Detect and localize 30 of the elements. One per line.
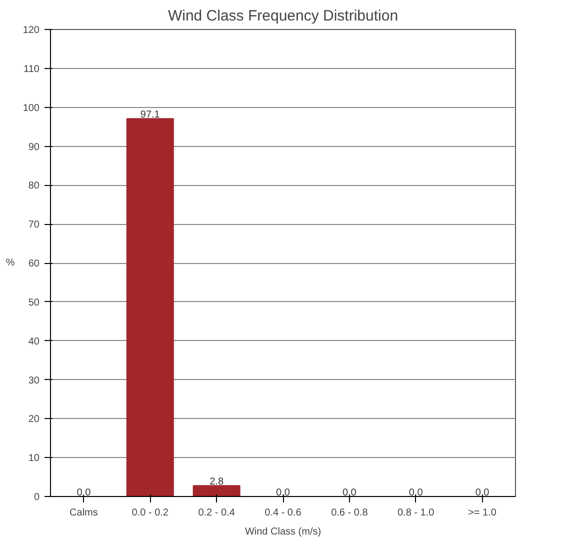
y-tick-label: 10	[28, 453, 40, 464]
data-label: 0.0	[342, 488, 357, 498]
x-tick-label: >= 1.0	[468, 508, 497, 518]
y-tick-label: 90	[28, 142, 40, 153]
x-tick-label: Calms	[70, 508, 98, 518]
x-tick-label: 0.4 - 0.6	[264, 508, 302, 518]
y-tick-label: 70	[28, 220, 40, 231]
data-label: 0.0	[408, 488, 424, 498]
y-tick-label: 40	[28, 336, 40, 348]
x-tick-label: 0.0 - 0.2	[132, 508, 169, 518]
data-label: 0.0	[76, 488, 92, 498]
x-axis-title: Wind Class (m/s)	[244, 526, 322, 538]
y-axis-title: %	[6, 258, 15, 268]
data-label: 0.0	[475, 488, 490, 498]
x-tick-label: 0.8 - 1.0	[398, 508, 435, 518]
data-label: 97.1	[140, 110, 160, 121]
y-tick-label: 60	[28, 258, 40, 270]
y-tick-label: 30	[28, 375, 40, 386]
data-label: 2.8	[210, 476, 224, 488]
y-tick-label: 0	[34, 492, 40, 503]
y-tick-label: 20	[28, 414, 40, 426]
y-tick-label: 50	[28, 297, 40, 308]
y-tick-label: 80	[28, 180, 40, 192]
y-tick-label: 120	[22, 25, 40, 36]
x-tick-label: 0.6 - 0.8	[331, 508, 368, 518]
chart-title: Wind Class Frequency Distribution	[168, 8, 398, 24]
x-tick-label: 0.2 - 0.4	[198, 508, 236, 518]
data-label: 0.0	[276, 488, 290, 498]
y-tick-label: 110	[24, 64, 40, 75]
y-tick-label: 100	[22, 102, 40, 114]
